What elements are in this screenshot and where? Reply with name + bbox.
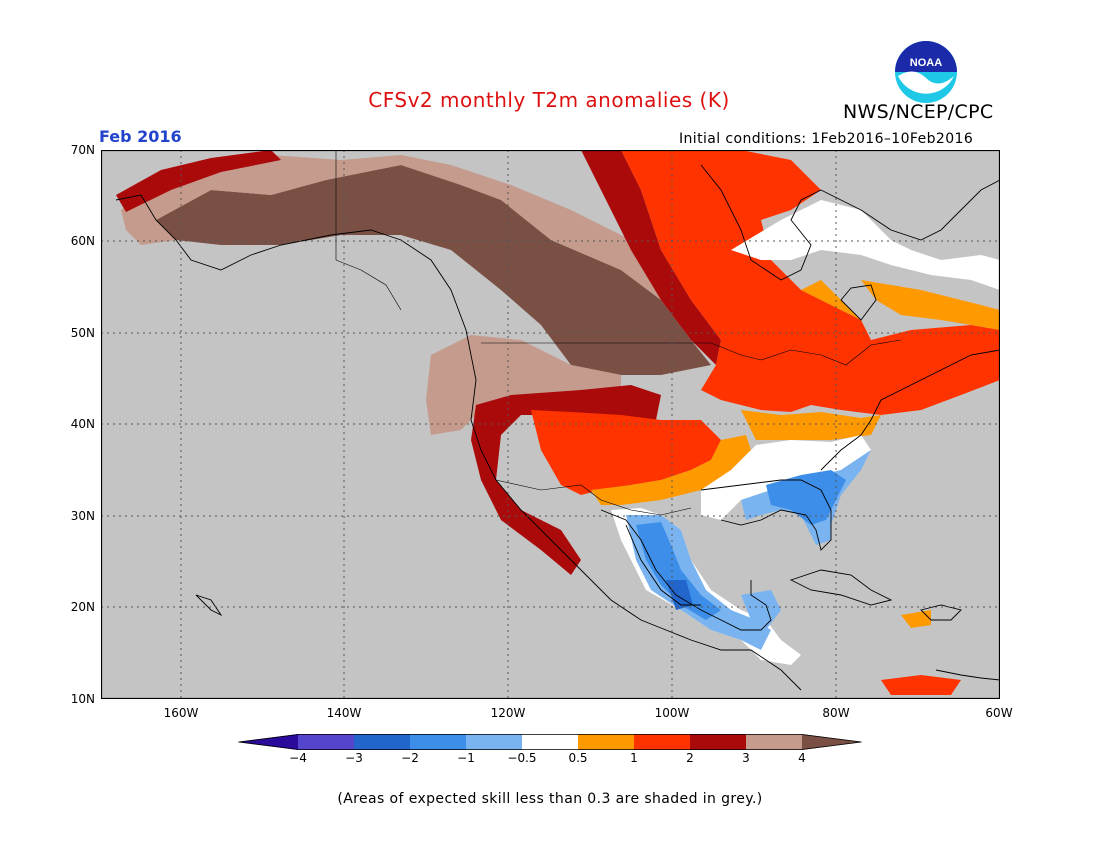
lat-label-20n: 20N: [70, 600, 95, 614]
lon-label-140w: 140W: [326, 706, 362, 720]
lon-label-100w: 100W: [654, 706, 690, 720]
colorbar-tick: 4: [798, 751, 806, 765]
colorbar-seg-lt-4: [238, 734, 298, 750]
borders: [335, 150, 902, 516]
lat-label-10n: 10N: [70, 692, 95, 706]
colorbar-seg-4: [466, 734, 522, 750]
colorbar-tick: −3: [345, 751, 363, 765]
noaa-logo: NOAA: [895, 41, 957, 103]
colorbar-tick: 0.5: [568, 751, 588, 765]
map-frame: [101, 150, 1000, 699]
lat-label-60n: 60N: [70, 234, 95, 248]
colorbar-tick: −0.5: [507, 751, 537, 765]
gridlines: [101, 150, 1000, 699]
lon-label-60w: 60W: [985, 706, 1013, 720]
coastlines: [115, 164, 1000, 691]
lon-label-160w: 160W: [163, 706, 199, 720]
chart-title: CFSv2 monthly T2m anomalies (K): [368, 88, 730, 112]
lat-label-40n: 40N: [70, 417, 95, 431]
agency-label: NWS/NCEP/CPC: [843, 101, 994, 123]
lon-label-80w: 80W: [822, 706, 850, 720]
colorbar-seg-2: [354, 734, 410, 750]
initial-conditions-label: Initial conditions: 1Feb2016–10Feb2016: [679, 131, 974, 147]
logo-text: NOAA: [910, 57, 942, 69]
lat-label-50n: 50N: [70, 326, 95, 340]
colorbar-tick: −4: [289, 751, 307, 765]
lat-label-70n: 70N: [70, 143, 95, 157]
colorbar-tick: −1: [457, 751, 475, 765]
colorbar-seg-8: [690, 734, 746, 750]
colorbar-seg-9: [746, 734, 802, 750]
colorbar-seg-1: [298, 734, 354, 750]
colorbar-seg-5: [522, 734, 578, 750]
skill-footnote: (Areas of expected skill less than 0.3 a…: [337, 791, 763, 807]
colorbar-tick: 2: [686, 751, 694, 765]
anomaly-map: [101, 150, 1000, 699]
colorbar-seg-6: [578, 734, 634, 750]
colorbar-seg-7: [634, 734, 690, 750]
colorbar-seg-gt-4: [802, 734, 862, 750]
colorbar-tick: 3: [742, 751, 750, 765]
colorbar-seg-3: [410, 734, 466, 750]
anomaly-shading: [116, 150, 1000, 695]
colorbar: [238, 734, 862, 750]
month-label: Feb 2016: [99, 127, 182, 146]
lat-label-30n: 30N: [70, 509, 95, 523]
lon-label-120w: 120W: [490, 706, 526, 720]
colorbar-tick: 1: [630, 751, 638, 765]
colorbar-tick: −2: [401, 751, 419, 765]
